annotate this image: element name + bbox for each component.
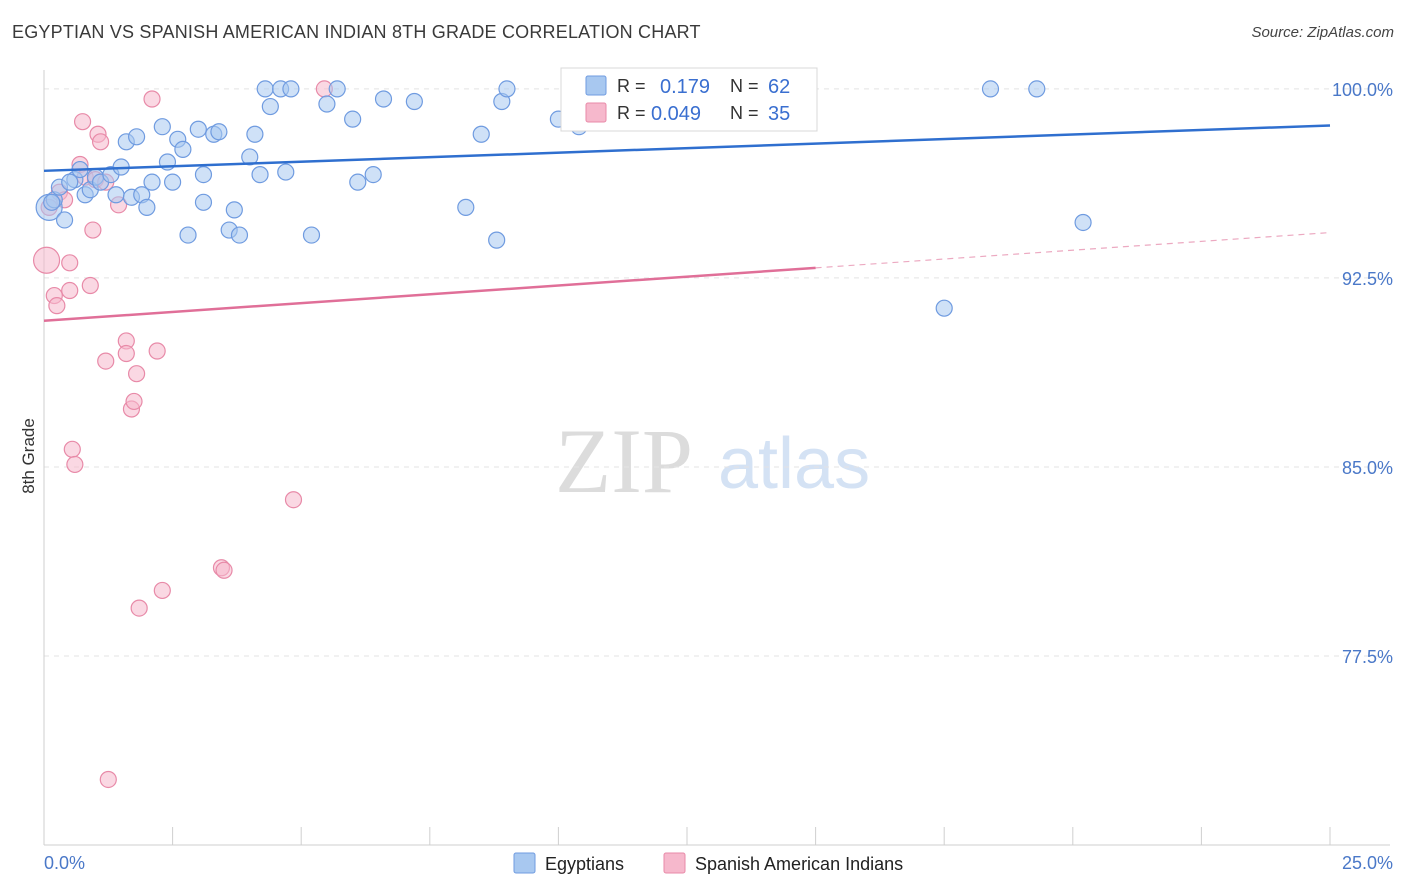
egyptian-point-15 bbox=[127, 128, 146, 146]
egyptian-point-50 bbox=[472, 125, 490, 143]
spanish-point-14 bbox=[84, 221, 102, 239]
legend-box: R = 0.179 N = 62 R = 0.049 N = 35 bbox=[560, 67, 818, 132]
egyptian-point-57 bbox=[981, 80, 1000, 98]
egyptian-point-33 bbox=[241, 148, 259, 166]
spanish-point-20 bbox=[99, 770, 117, 789]
egyptian-point-47 bbox=[374, 90, 393, 108]
spanish-point-29 bbox=[148, 342, 166, 360]
legend-n-value-egyptians: 62 bbox=[768, 76, 790, 98]
egyptian-point-44 bbox=[344, 110, 362, 128]
egyptian-point-29 bbox=[210, 123, 228, 141]
spanish-point-26 bbox=[127, 365, 146, 383]
bottom-legend: Egyptians Spanish American Indians bbox=[513, 852, 903, 874]
trend-lines bbox=[43, 124, 1331, 323]
egyptian-point-39 bbox=[277, 163, 295, 181]
egyptian-point-27 bbox=[194, 165, 213, 184]
egyptian-point-58 bbox=[1074, 213, 1092, 232]
spanish-point-13 bbox=[81, 276, 99, 295]
egyptian-point-3 bbox=[55, 211, 74, 229]
legend-r-value-spanish: 0.049 bbox=[651, 103, 701, 125]
egyptian-point-61 bbox=[61, 173, 79, 191]
bottom-legend-swatch-egyptians bbox=[513, 852, 536, 874]
legend-n-label-2: N = bbox=[730, 103, 759, 123]
egyptian-point-21 bbox=[164, 173, 182, 191]
egyptian-point-49 bbox=[457, 198, 475, 216]
y-tick-label-3: 77.5% bbox=[1342, 647, 1393, 667]
egyptian-point-35 bbox=[251, 165, 269, 184]
x-tick-labels: 0.0% 25.0% bbox=[44, 853, 1393, 873]
egyptian-point-23 bbox=[174, 140, 192, 158]
spanish-point-19 bbox=[97, 352, 115, 370]
spanish-point-9 bbox=[66, 455, 84, 474]
spanish-point-27 bbox=[130, 599, 148, 617]
egyptian-point-60 bbox=[43, 193, 61, 211]
legend-swatch-spanish bbox=[585, 102, 607, 123]
egyptian-point-26 bbox=[194, 193, 213, 211]
spanish-point-23 bbox=[117, 344, 135, 363]
egyptian-point-59 bbox=[1028, 80, 1046, 98]
spanish-point-11 bbox=[73, 113, 92, 131]
trend-line-spanish-projection bbox=[815, 231, 1331, 269]
spanish-point-0 bbox=[32, 246, 61, 274]
egyptian-point-36 bbox=[256, 80, 274, 98]
grid-lines bbox=[44, 88, 1390, 657]
spanish-point-25 bbox=[125, 392, 143, 411]
legend-swatch-egyptians bbox=[585, 75, 607, 96]
egyptian-point-18 bbox=[143, 173, 161, 191]
egyptian-point-34 bbox=[246, 125, 264, 143]
legend-n-value-spanish: 35 bbox=[768, 103, 790, 125]
egyptian-point-53 bbox=[498, 80, 516, 98]
trend-line-spanish bbox=[43, 266, 816, 323]
spanish-point-32 bbox=[215, 561, 233, 579]
bottom-legend-swatch-spanish bbox=[663, 852, 686, 874]
source-label: Source: ZipAtlas.com bbox=[1251, 24, 1394, 41]
spanish-point-33 bbox=[284, 491, 303, 509]
x-tick-label-max: 25.0% bbox=[1342, 853, 1393, 873]
egyptian-point-56 bbox=[935, 299, 953, 317]
spanish-point-6 bbox=[61, 281, 79, 300]
egyptian-point-43 bbox=[328, 80, 346, 98]
egyptian-point-37 bbox=[261, 97, 279, 116]
egyptian-point-32 bbox=[230, 226, 249, 244]
spanish-point-30 bbox=[153, 581, 171, 600]
spanish-point-7 bbox=[61, 254, 79, 272]
watermark-zip: ZIP bbox=[555, 410, 693, 512]
series-egyptians-points bbox=[35, 80, 1092, 317]
egyptian-point-46 bbox=[364, 165, 382, 184]
egyptian-point-40 bbox=[282, 80, 300, 98]
spanish-point-17 bbox=[91, 133, 110, 151]
legend-n-label-1: N = bbox=[730, 76, 759, 96]
legend-r-value-egyptians: 0.179 bbox=[660, 76, 710, 98]
egyptian-point-11 bbox=[107, 186, 125, 204]
egyptian-point-48 bbox=[405, 92, 423, 111]
y-tick-label-0: 100.0% bbox=[1332, 80, 1393, 100]
egyptian-point-25 bbox=[189, 120, 207, 138]
chart-title: EGYPTIAN VS SPANISH AMERICAN INDIAN 8TH … bbox=[12, 22, 701, 42]
egyptian-point-41 bbox=[302, 226, 321, 244]
legend-r-label-1: R = bbox=[617, 76, 646, 96]
x-tick-label-min: 0.0% bbox=[44, 853, 85, 873]
y-tick-label-2: 85.0% bbox=[1342, 458, 1393, 478]
bottom-legend-label-egyptians: Egyptians bbox=[545, 854, 624, 874]
egyptian-point-45 bbox=[349, 173, 367, 191]
egyptian-point-24 bbox=[179, 226, 197, 244]
watermark-atlas: atlas bbox=[718, 424, 870, 504]
egyptian-point-19 bbox=[153, 118, 171, 136]
trend-line-egyptians bbox=[43, 124, 1331, 173]
bottom-legend-label-spanish: Spanish American Indians bbox=[695, 854, 903, 874]
y-axis-label: 8th Grade bbox=[19, 418, 38, 494]
legend-r-label-2: R = bbox=[617, 103, 646, 123]
y-tick-labels: 100.0% 92.5% 85.0% 77.5% bbox=[1332, 80, 1393, 667]
y-tick-label-1: 92.5% bbox=[1342, 269, 1393, 289]
egyptian-point-17 bbox=[138, 198, 156, 216]
spanish-point-3 bbox=[48, 297, 66, 315]
spanish-point-28 bbox=[143, 90, 161, 108]
egyptian-point-31 bbox=[225, 201, 243, 219]
egyptian-point-42 bbox=[318, 95, 336, 113]
egyptian-point-51 bbox=[488, 231, 506, 249]
axes bbox=[43, 70, 1390, 846]
spanish-point-8 bbox=[63, 440, 81, 458]
